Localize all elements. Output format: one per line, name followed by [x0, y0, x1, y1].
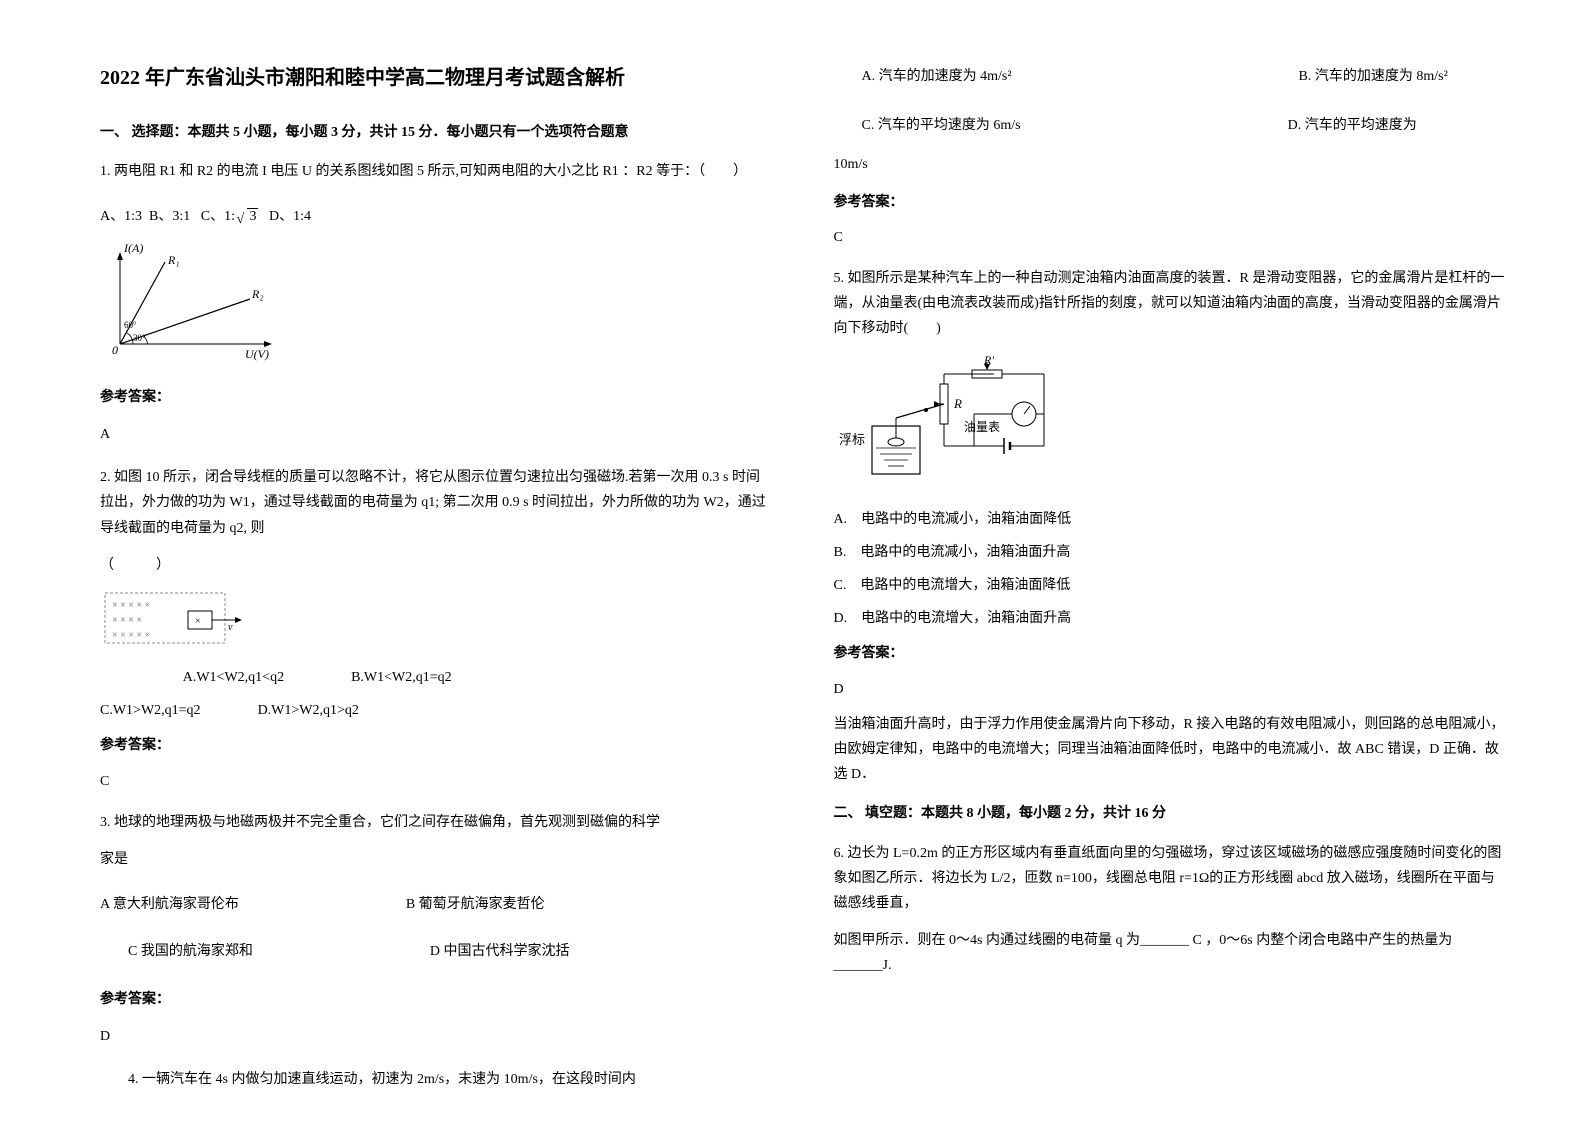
svg-text:× × × × ×: × × × × ×: [112, 630, 150, 641]
q4-optC: C. 汽车的平均速度为 6m/s: [834, 118, 1021, 133]
float-label: 浮标: [839, 432, 865, 447]
q1-stem: 1. 两电阻 R1 和 R2 的电流 I 电压 U 的关系图线如图 5 所示,可…: [100, 159, 774, 184]
svg-text:× × × × ×: × × × × ×: [112, 600, 150, 611]
q2-optA: A.W1<W2,q1<q2: [183, 670, 284, 685]
q6-stem2: 如图甲所示．则在 0～4s 内通过线圈的电荷量 q 为_______ C ，0～…: [834, 928, 1508, 978]
q2-paren: （ ）: [100, 553, 774, 578]
svg-text:× × × ×: × × × ×: [112, 615, 142, 626]
q3-optD: D 中国古代科学家沈括: [430, 944, 570, 959]
q4-optD-cont: 10m/s: [834, 152, 1508, 177]
q6-stem1: 6. 边长为 L=0.2m 的正方形区域内有垂直纸面向里的匀强磁场，穿过该区域磁…: [834, 841, 1508, 917]
q2-diagram: × × × × × × × × × × × × × × × v: [100, 588, 774, 657]
r-prime-label: R': [983, 356, 994, 367]
q5-answer: D: [834, 677, 1508, 702]
q4-answer: C: [834, 225, 1508, 250]
q5-circuit-diagram: 浮标 R R' 油量表: [834, 356, 1508, 495]
q3-row1: A 意大利航海家哥伦布 B 葡萄牙航海家麦哲伦: [100, 892, 774, 917]
r1-label: R₁: [167, 253, 180, 267]
svg-text:×: ×: [195, 616, 201, 627]
q5-optA: A. 电路中的电流减小，油箱油面降低: [834, 507, 1508, 532]
q5-answer-label: 参考答案：: [834, 641, 1508, 666]
q1-graph: I(A) U(V) R₁ R₂ 60° 30° 0: [100, 244, 774, 373]
q5-optB: B. 电路中的电流减小，油箱油面升高: [834, 540, 1508, 565]
q1-answer-label: 参考答案：: [100, 385, 774, 410]
exam-title: 2022 年广东省汕头市潮阳和睦中学高二物理月考试题含解析: [100, 60, 774, 96]
r-label: R: [953, 396, 962, 411]
q1-answer: A: [100, 422, 774, 447]
q4-optB: B. 汽车的加速度为 8m/s²: [1299, 69, 1448, 84]
q2-optB: B.W1<W2,q1=q2: [351, 670, 452, 685]
axis-x-label: U(V): [245, 347, 269, 361]
gauge-label: 油量表: [964, 420, 1000, 434]
q3-stem2: 家是: [100, 847, 774, 872]
q3-answer-label: 参考答案：: [100, 987, 774, 1012]
q4-row1: A. 汽车的加速度为 4m/s² B. 汽车的加速度为 8m/s²: [834, 64, 1508, 89]
section-1-heading: 一、 选择题：本题共 5 小题，每小题 3 分，共计 15 分．每小题只有一个选…: [100, 120, 774, 145]
q3-answer: D: [100, 1024, 774, 1049]
q3-optC: C 我国的航海家郑和: [128, 944, 253, 959]
q4-optD: D. 汽车的平均速度为: [1288, 118, 1417, 133]
page-root: 2022 年广东省汕头市潮阳和睦中学高二物理月考试题含解析 一、 选择题：本题共…: [0, 0, 1587, 1122]
q2-stem: 2. 如图 10 所示，闭合导线框的质量可以忽略不计，将它从图示位置匀速拉出匀强…: [100, 465, 774, 541]
q2-optC: C.W1>W2,q1=q2: [100, 703, 201, 718]
right-column: A. 汽车的加速度为 4m/s² B. 汽车的加速度为 8m/s² C. 汽车的…: [834, 60, 1508, 1082]
svg-text:0: 0: [112, 343, 118, 357]
angle-30: 30°: [133, 333, 146, 343]
q3-stem: 3. 地球的地理两极与地磁两极并不完全重合，它们之间存在磁偏角，首先观测到磁偏的…: [100, 810, 774, 835]
q2-options-row2: C.W1>W2,q1=q2 D.W1>W2,q1>q2: [100, 698, 774, 723]
q4-answer-label: 参考答案：: [834, 190, 1508, 215]
q5-stem: 5. 如图所示是某种汽车上的一种自动测定油箱内油面高度的装置．R 是滑动变阻器，…: [834, 266, 1508, 342]
q1-options: A、1:3 B、3:1 C、1: √3 D、1:4: [100, 204, 774, 229]
q4-optA: A. 汽车的加速度为 4m/s²: [834, 69, 1012, 84]
q2-optD: D.W1>W2,q1>q2: [258, 703, 359, 718]
r2-label: R₂: [251, 287, 264, 301]
q5-explanation: 当油箱油面升高时，由于浮力作用使金属滑片向下移动，R 接入电路的有效电阻减小，则…: [834, 712, 1508, 788]
axis-y-label: I(A): [123, 244, 143, 255]
angle-60: 60°: [124, 320, 137, 330]
q3-optB: B 葡萄牙航海家麦哲伦: [406, 897, 545, 912]
q3-optA: A 意大利航海家哥伦布: [100, 897, 239, 912]
q2-answer-label: 参考答案：: [100, 733, 774, 758]
q3-row2: C 我国的航海家郑和 D 中国古代科学家沈括: [100, 939, 774, 964]
q5-optD: D. 电路中的电流增大，油箱油面升高: [834, 606, 1508, 631]
q4-row2: C. 汽车的平均速度为 6m/s D. 汽车的平均速度为: [834, 113, 1508, 138]
q4-stem: 4. 一辆汽车在 4s 内做匀加速直线运动，初速为 2m/s，末速为 10m/s…: [100, 1067, 774, 1092]
section-2-heading: 二、 填空题：本题共 8 小题，每小题 2 分，共计 16 分: [834, 801, 1508, 826]
left-column: 2022 年广东省汕头市潮阳和睦中学高二物理月考试题含解析 一、 选择题：本题共…: [100, 60, 774, 1082]
svg-text:v: v: [228, 622, 233, 633]
q2-options-row1: A.W1<W2,q1<q2 B.W1<W2,q1=q2: [100, 665, 774, 690]
q5-optC: C. 电路中的电流增大，油箱油面降低: [834, 573, 1508, 598]
q2-answer: C: [100, 769, 774, 794]
